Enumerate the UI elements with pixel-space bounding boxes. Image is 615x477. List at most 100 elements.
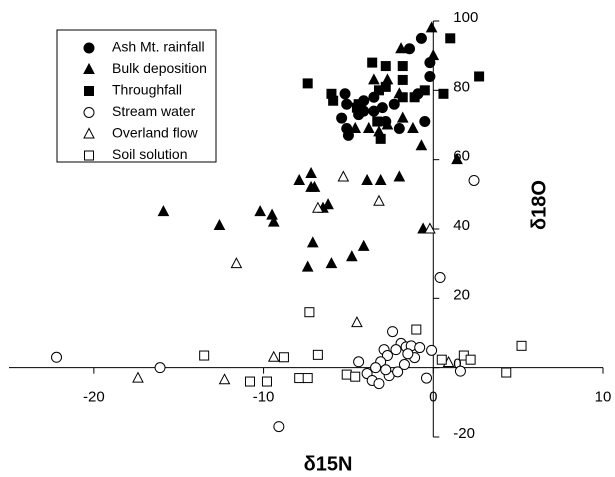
- x-tick-label: -10: [253, 389, 275, 406]
- legend-marker: [83, 62, 95, 74]
- data-point: [397, 74, 408, 85]
- data-point: [357, 239, 370, 251]
- data-point: [294, 373, 305, 384]
- x-tick-label: 0: [429, 389, 437, 406]
- legend-label: Throughfall: [112, 82, 182, 98]
- data-point: [51, 351, 63, 363]
- data-point: [266, 208, 278, 220]
- data-point: [420, 372, 432, 384]
- data-point: [341, 369, 352, 380]
- data-point: [302, 78, 313, 89]
- legend-label: Stream water: [112, 103, 196, 119]
- data-point: [325, 257, 338, 269]
- data-point: [390, 344, 402, 356]
- data-point: [293, 173, 306, 185]
- data-point: [132, 371, 144, 383]
- data-point: [349, 121, 362, 133]
- data-point: [434, 272, 446, 284]
- data-point: [267, 350, 280, 362]
- data-point: [353, 356, 365, 368]
- data-point: [427, 49, 440, 61]
- data-point: [302, 373, 313, 384]
- data-point: [254, 205, 267, 217]
- data-point: [436, 354, 447, 365]
- data-point: [380, 364, 392, 376]
- data-point: [381, 350, 393, 362]
- data-point: [372, 116, 383, 127]
- x-axis-title: δ15N: [304, 453, 353, 475]
- data-point: [373, 194, 385, 206]
- data-point: [373, 378, 385, 390]
- y-tick-label: 100: [453, 9, 478, 26]
- data-point: [409, 92, 420, 103]
- legend-marker: [83, 42, 95, 54]
- y-axis-title: δ18O: [528, 180, 550, 230]
- legend-marker: [83, 107, 95, 118]
- data-point: [387, 326, 399, 338]
- x-tick-label: -20: [83, 389, 105, 406]
- data-point: [312, 201, 324, 213]
- data-point: [375, 133, 386, 144]
- data-point: [424, 222, 436, 234]
- legend-label: Ash Mt. rainfall: [112, 39, 205, 55]
- data-point: [339, 88, 351, 100]
- data-point: [415, 32, 427, 44]
- data-point: [154, 362, 166, 374]
- y-tick-label: 40: [453, 217, 470, 234]
- data-point: [424, 70, 436, 82]
- data-point: [367, 57, 378, 68]
- legend-marker: [84, 150, 94, 161]
- data-point: [368, 105, 380, 117]
- data-point: [392, 366, 404, 378]
- data-point: [404, 43, 416, 55]
- x-tick-label: 10: [595, 389, 612, 406]
- data-point: [419, 116, 431, 128]
- data-point: [218, 373, 231, 385]
- legend-label: Bulk deposition: [112, 60, 207, 76]
- data-point: [370, 362, 382, 374]
- data-point: [244, 376, 255, 387]
- data-point: [397, 92, 408, 103]
- data-point: [273, 421, 285, 433]
- y-tick-label: 20: [453, 286, 470, 303]
- data-point: [425, 21, 438, 33]
- legend-label: Overland flow: [112, 125, 198, 141]
- data-point: [368, 73, 380, 85]
- data-point: [361, 173, 373, 185]
- data-point: [402, 348, 414, 360]
- data-point: [407, 121, 419, 133]
- data-point: [328, 95, 339, 106]
- data-point: [445, 33, 456, 44]
- data-point: [341, 98, 353, 110]
- data-point: [411, 324, 422, 335]
- data-point: [351, 102, 362, 113]
- y-tick-label: 0: [453, 356, 461, 373]
- data-point: [381, 118, 394, 130]
- data-point: [350, 371, 361, 382]
- data-point: [396, 111, 409, 123]
- data-point: [373, 85, 384, 96]
- y-tick-label: 80: [453, 78, 470, 95]
- data-point: [345, 250, 358, 262]
- data-point: [426, 344, 438, 356]
- data-point: [312, 349, 323, 360]
- data-point: [322, 198, 334, 210]
- data-point: [362, 121, 375, 133]
- data-point: [468, 174, 480, 186]
- data-point: [308, 180, 321, 192]
- data-point: [393, 170, 406, 182]
- data-point: [304, 307, 315, 318]
- data-point: [213, 218, 226, 231]
- data-point: [380, 61, 391, 72]
- data-point: [351, 316, 363, 328]
- legend-box: [56, 29, 217, 163]
- data-point: [336, 112, 348, 124]
- data-point: [337, 170, 350, 182]
- legend-label: Soil solution: [112, 146, 188, 162]
- data-point: [454, 365, 466, 377]
- data-point: [388, 98, 400, 110]
- data-point: [419, 85, 430, 96]
- data-point: [157, 205, 170, 217]
- data-point: [278, 352, 289, 363]
